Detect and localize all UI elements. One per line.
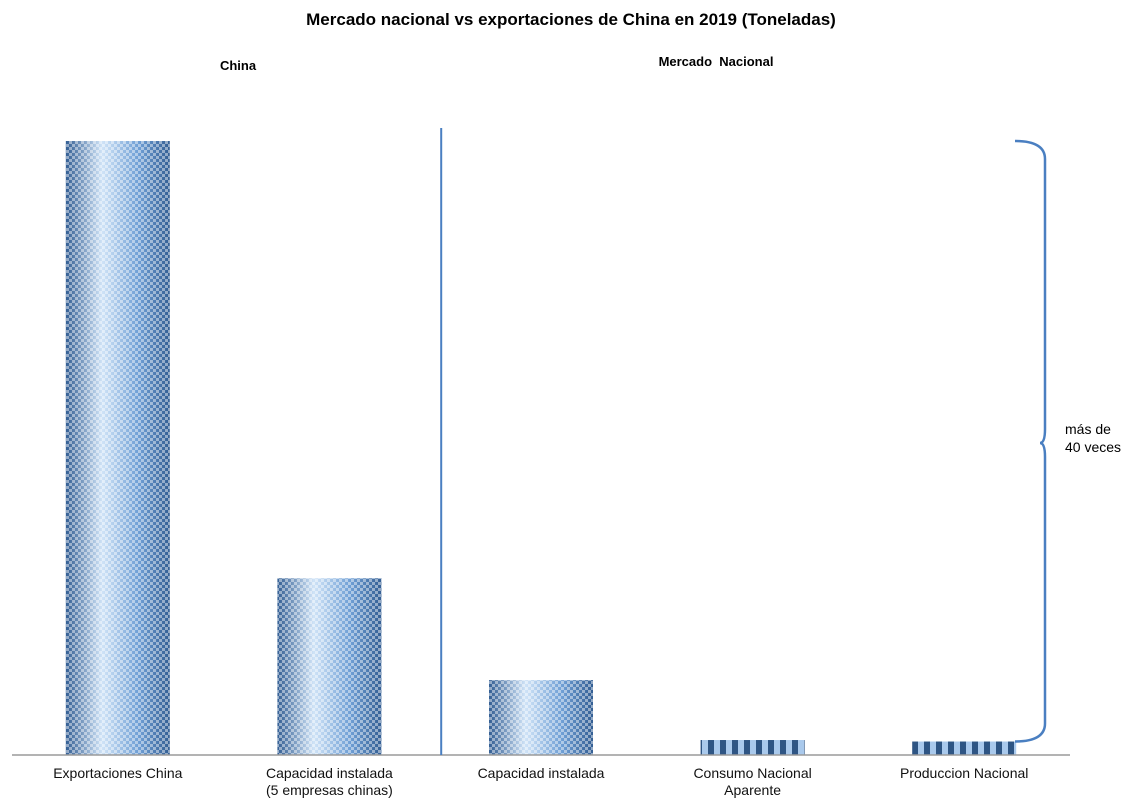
category-label-line: Capacidad instalada <box>266 765 393 781</box>
category-label: Consumo Nacional Aparente <box>693 765 811 798</box>
brace-annotation <box>1014 139 1047 743</box>
bar-5 <box>912 741 1017 755</box>
category-labels-layer: Exportaciones China Capacidad instalada (5… <box>53 765 1028 798</box>
category-label: Produccion Nacional <box>900 765 1028 781</box>
annotation-line-2: 40 veces <box>1065 439 1121 455</box>
bar-texture <box>65 141 170 755</box>
category-label-line: (5 empresas chinas) <box>266 782 393 798</box>
bar-4 <box>700 740 805 755</box>
category-label-line: Aparente <box>724 782 781 798</box>
category-label-line: Exportaciones China <box>53 765 182 781</box>
category-label: Capacidad instalada <box>478 765 605 781</box>
bar-texture <box>489 680 593 755</box>
annotation-line-1: más de <box>1065 421 1111 437</box>
group-label-mercado-nacional: Mercado Nacional <box>659 54 774 69</box>
bar-texture <box>277 578 382 755</box>
annotation-text: más de 40 veces <box>1065 421 1121 455</box>
category-label-line: Produccion Nacional <box>900 765 1028 781</box>
category-label: Exportaciones China <box>53 765 182 781</box>
chart-title: Mercado nacional vs exportaciones de Chi… <box>306 10 836 29</box>
category-label-line: Consumo Nacional <box>693 765 811 781</box>
category-label-line: Capacidad instalada <box>478 765 605 781</box>
bar-1 <box>65 141 170 755</box>
bar-body <box>700 740 805 755</box>
bar-3 <box>489 680 593 755</box>
bars-layer <box>65 141 1017 755</box>
bar-2 <box>277 578 382 755</box>
group-label-china: China <box>220 58 257 73</box>
category-label: Capacidad instalada (5 empresas chinas) <box>266 765 393 798</box>
bar-body <box>912 741 1017 755</box>
